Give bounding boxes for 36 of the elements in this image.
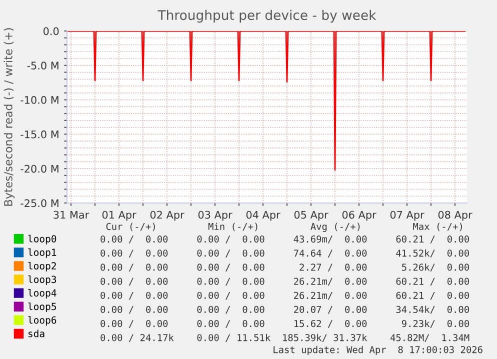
chart-title: Throughput per device - by week (158, 10, 376, 23)
x-tick-label: 05 Apr (294, 210, 328, 221)
y-tick-label: -25.0 M (20, 199, 58, 208)
x-tick-label: 06 Apr (342, 210, 376, 221)
x-tick-label: 01 Apr (102, 210, 136, 221)
legend-label: loop2 (28, 262, 56, 272)
x-tick-label: 02 Apr (150, 210, 184, 221)
text: 0.00 / 0.00 0.00 / 0.00 20.07 / 0.00 34.54k/ 0.00 (100, 306, 469, 314)
legend-label: loop1 (28, 248, 56, 258)
x-tick-label: 04 Apr (246, 210, 280, 221)
text: 0.00 / 0.00 0.00 / 0.00 26.21m/ 0.00 60.21 / 0.00 (100, 278, 469, 286)
legend-label: sda (28, 330, 44, 338)
text: 0.00 / 0.00 0.00 / 0.00 2.27 / 0.00 5.26k/ 0.00 (100, 263, 469, 272)
legend-label: loop3 (28, 275, 56, 285)
text: 0.00 / 0.00 0.00 / 0.00 43.69m/ 0.00 60.21 / 0.00 (100, 235, 469, 244)
y-tick-label: -20.0 M (20, 164, 58, 173)
text: 0.00 / 0.00 0.00 / 0.00 15.62 / 0.00 9.23k/ 0.00 (100, 320, 469, 328)
legend-label: loop6 (28, 316, 56, 326)
x-tick-label: 03 Apr (198, 210, 232, 221)
x-tick-label: 07 Apr (390, 210, 424, 221)
text: 0.00 / 0.00 0.00 / 0.00 26.21m/ 0.00 60.21 / 0.00 (100, 292, 469, 300)
x-tick-label: 08 Apr (438, 210, 472, 221)
y-tick-label: 0.0 (43, 27, 59, 36)
legend-label: loop0 (28, 234, 56, 244)
x-tick-label: 31 Mar (54, 210, 90, 219)
y-tick-label: -10.0 M (20, 96, 58, 104)
y-tick-label: -15.0 M (20, 130, 58, 138)
text: Last update: Wed Apr 8 17:00:03 2026 (274, 346, 482, 356)
text: Cur (-/+) Min (-/+) Avg (-/+) Max (-/+) (106, 222, 462, 232)
text: 0.00 / 0.00 0.00 / 0.00 74.64 / 0.00 41.52k/ 0.00 (100, 249, 469, 258)
legend-label: loop5 (28, 302, 56, 312)
line-series (67, 31, 466, 171)
text: 0.00 / 24.17k 0.00 / 11.51k 185.39k/ 31.37k 45.82M/ 1.34M (100, 334, 470, 342)
y-axis-title: Bytes/second read (-) / write (+) (4, 28, 15, 206)
legend-label: loop4 (28, 289, 56, 298)
y-tick-label: -5.0 M (27, 62, 58, 70)
